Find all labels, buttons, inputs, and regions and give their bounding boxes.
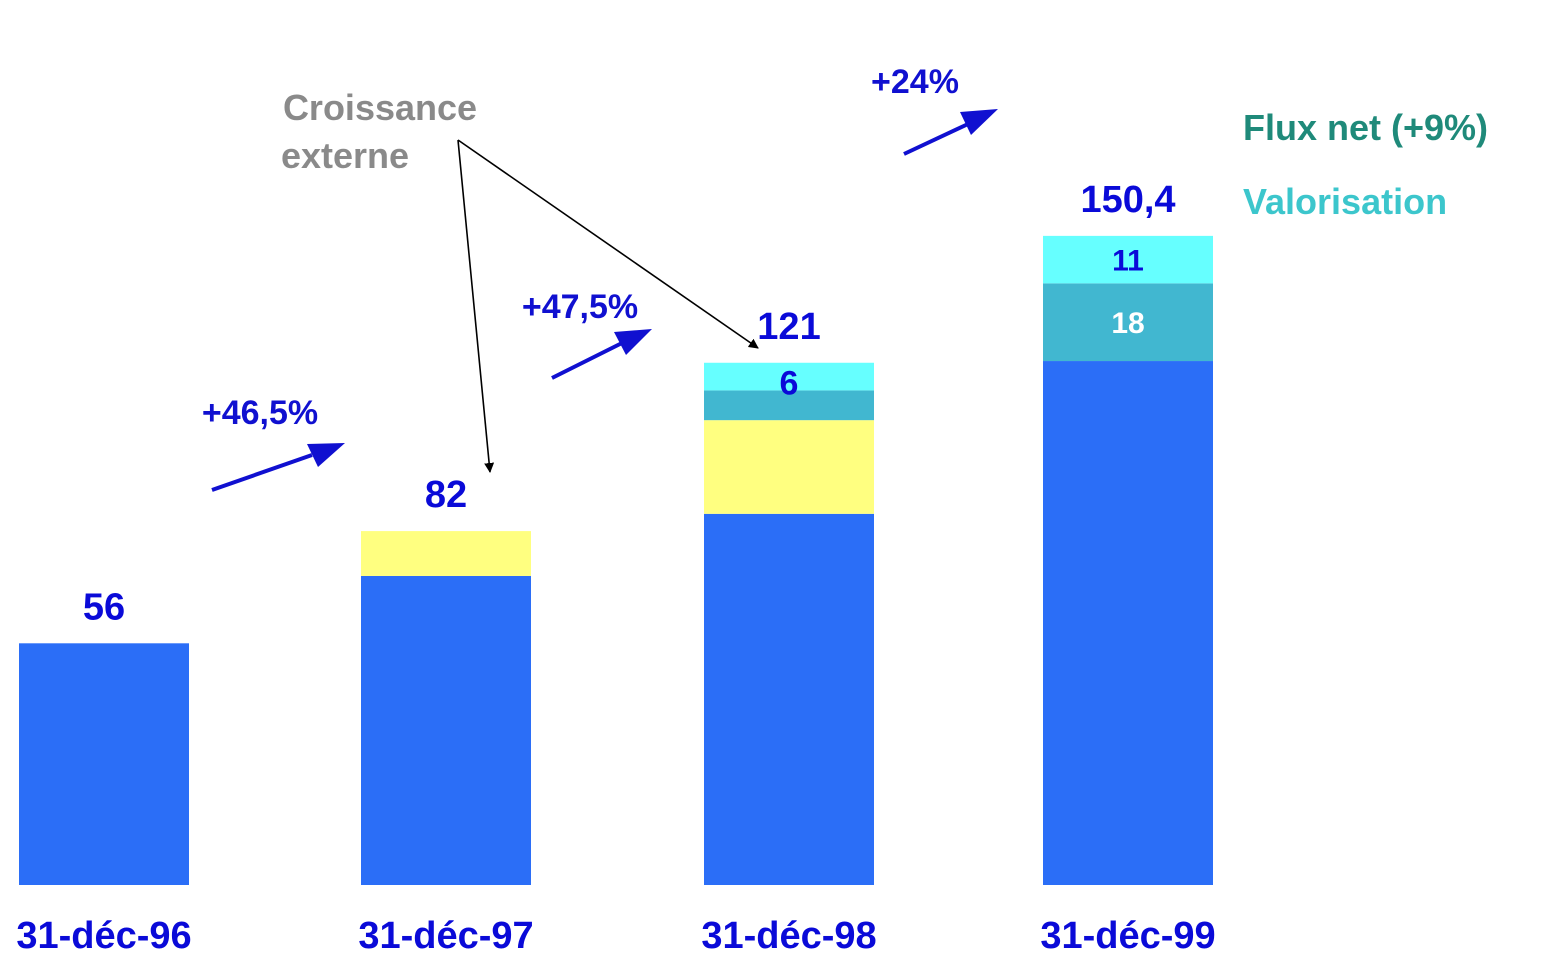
legend-flux-net: Flux net (+9%) [1243, 107, 1488, 148]
bar-segment-base [361, 575, 531, 885]
bar-segment-base [704, 513, 874, 885]
bar-segment-external [704, 420, 874, 514]
annotation-arrow-98 [457, 139, 759, 349]
legend-valorisation: Valorisation [1243, 181, 1447, 222]
growth-label-1: +46,5% [202, 394, 318, 432]
bar-segment-flux_net [704, 362, 874, 391]
growth-arrow-2 [551, 329, 652, 380]
growth-label-3: +24% [871, 63, 959, 101]
bar-segment-valorisation [1043, 283, 1213, 362]
category-label: 31-déc-97 [358, 915, 533, 957]
annotation-line-1: Croissance [283, 87, 477, 128]
category-label: 31-déc-98 [701, 915, 876, 957]
bar-segment-flux_net [1043, 235, 1213, 284]
bar-total-label: 82 [425, 474, 467, 516]
growth-arrow-1 [211, 443, 345, 492]
bar-total-label: 150,4 [1080, 179, 1175, 221]
category-label: 31-déc-99 [1040, 915, 1215, 957]
growth-label-2: +47,5% [522, 288, 638, 326]
segment-value-label: 11 [1112, 245, 1144, 278]
segment-value-label: 18 [1111, 307, 1144, 340]
annotation-arrow-97 [457, 139, 495, 473]
annotation-line-2: externe [281, 135, 409, 176]
category-label: 31-déc-96 [16, 915, 191, 957]
bars-layer: 56 31-déc-96 82 31-déc-97 121 31-déc-98 6 150,4… [16, 179, 1215, 957]
growth-arrow-3 [903, 109, 998, 156]
bar-segment-external [361, 531, 531, 576]
bar-segment-base [1043, 361, 1213, 885]
bar-segment-valorisation [704, 390, 874, 421]
bar-segment-base [19, 643, 189, 885]
segment-value-label: 6 [780, 365, 799, 403]
bar-total-label: 121 [757, 306, 820, 348]
bar-total-label: 56 [83, 586, 125, 628]
